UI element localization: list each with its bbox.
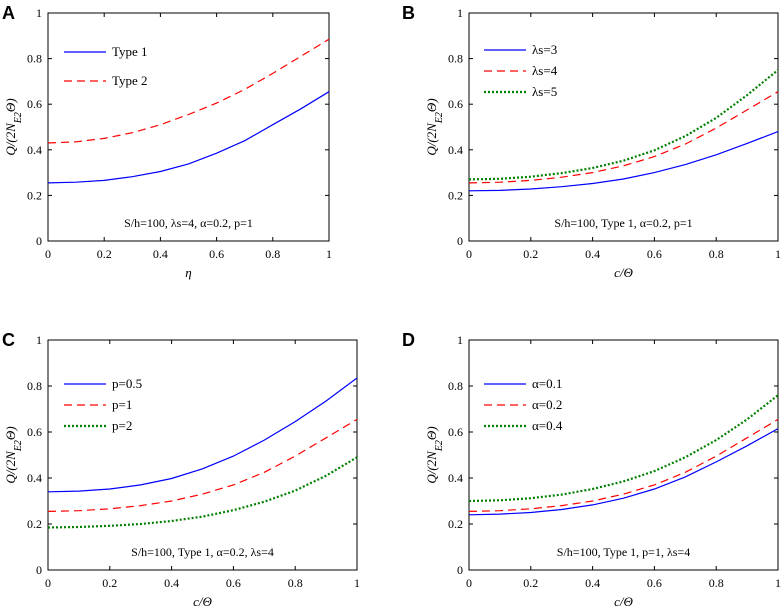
legend-label: α=0.2	[532, 397, 562, 412]
y-tick-label: 0.2	[27, 517, 42, 531]
chart-panel-c: C 0 0.2 0.4 0.6 0.8 1 0 0.2 0.4 0.6 0.8 1 c/Θ Q/(2NE2Θ…	[2, 330, 360, 609]
y-tick-label: 0	[457, 234, 463, 248]
y-tick-label: 0.4	[448, 471, 463, 485]
x-axis-label: η	[185, 265, 191, 280]
x-tick-label: 0.4	[164, 576, 179, 590]
panel-letter: C	[2, 330, 15, 350]
x-tick-label: 1	[326, 247, 332, 261]
x-tick-label: 0	[466, 576, 472, 590]
x-tick-label: 1	[354, 576, 360, 590]
legend-label: α=0.4	[532, 418, 563, 433]
x-tick-label: 0	[45, 576, 51, 590]
x-tick-label: 0.6	[647, 247, 662, 261]
x-tick-label: 0.8	[265, 247, 280, 261]
panel-annotation: S/h=100, Type 1, α=0.2, p=1	[554, 216, 692, 230]
panel-annotation: S/h=100, Type 1, α=0.2, λs=4	[131, 545, 274, 559]
y-tick-label: 0.6	[448, 97, 463, 111]
x-axis-label: c/Θ	[193, 594, 212, 609]
legend-label: α=0.1	[532, 376, 562, 391]
y-tick-label: 0	[36, 234, 42, 248]
legend-label: λs=5	[532, 84, 557, 99]
y-tick-label: 0.2	[27, 188, 42, 202]
legend-label: λs=3	[532, 42, 557, 57]
series-line-3	[468, 394, 779, 503]
x-tick-label: 0.2	[523, 247, 538, 261]
x-tick-label: 0.8	[288, 576, 303, 590]
y-tick-label: 0.6	[27, 97, 42, 111]
x-tick-label: 0	[466, 247, 472, 261]
panel-letter: A	[2, 3, 15, 23]
x-tick-label: 0.4	[585, 576, 600, 590]
y-tick-label: 0	[36, 563, 42, 577]
x-tick-label: 0.6	[209, 247, 224, 261]
series-line-1	[468, 428, 779, 516]
x-tick-label: 0.2	[102, 576, 117, 590]
y-tick-label: 0.4	[27, 471, 42, 485]
x-tick-label: 0	[45, 247, 51, 261]
y-tick-label: 0.4	[448, 143, 463, 157]
x-tick-label: 0.8	[709, 576, 724, 590]
series-line-1	[468, 131, 779, 192]
chart-panel-b: B 0 0.2 0.4 0.6 0.8 1 0 0.2 0.4 0.6 0.8 1 c/Θ Q/(2NE2Θ…	[402, 3, 781, 280]
y-axis-label: Q/(2NE2Θ)	[3, 98, 24, 155]
x-tick-label: 0.6	[226, 576, 241, 590]
axes-frame	[468, 339, 779, 571]
panel-annotation: S/h=100, Type 1, p=1, λs=4	[557, 545, 690, 559]
axes-frame	[47, 12, 330, 242]
y-tick-label: 0.8	[27, 379, 42, 393]
series-line-3	[47, 456, 358, 529]
x-tick-label: 0.2	[523, 576, 538, 590]
x-tick-label: 0.4	[585, 247, 600, 261]
x-tick-label: 0.8	[709, 247, 724, 261]
y-tick-label: 0.6	[448, 425, 463, 439]
y-tick-label: 0.8	[448, 379, 463, 393]
x-tick-label: 0.2	[97, 247, 112, 261]
axes-frame	[47, 339, 358, 571]
y-tick-label: 0.8	[27, 52, 42, 66]
series-line-3	[468, 69, 779, 181]
chart-panel-d: D 0 0.2 0.4 0.6 0.8 1 0 0.2 0.4 0.6 0.8 1 c/Θ Q/(2NE2Θ…	[402, 330, 781, 609]
chart-panel-a: A 0 0.2 0.4 0.6 0.8 1 0 0.2 0.4 0.6 0.8 1 η Q/(2NE2Θ) T…	[2, 3, 332, 280]
y-tick-label: 1	[457, 333, 463, 347]
y-tick-label: 1	[457, 6, 463, 20]
y-tick-label: 1	[36, 333, 42, 347]
y-tick-label: 0.8	[448, 52, 463, 66]
y-axis-label: Q/(2NE2Θ)	[3, 426, 24, 483]
series-line-1	[47, 377, 358, 493]
series-line-2	[47, 38, 330, 144]
y-tick-label: 0.2	[448, 517, 463, 531]
legend-label: Type 2	[112, 73, 148, 88]
y-axis-label: Q/(2NE2Θ)	[424, 98, 445, 155]
x-tick-label: 0.6	[647, 576, 662, 590]
axes-frame	[468, 12, 779, 242]
y-tick-label: 1	[36, 6, 42, 20]
legend-label: λs=4	[532, 63, 558, 78]
y-tick-label: 0.6	[27, 425, 42, 439]
x-tick-label: 1	[775, 247, 781, 261]
series-line-1	[47, 91, 330, 184]
legend-label: Type 1	[112, 44, 148, 59]
panel-letter: B	[402, 3, 415, 23]
legend-box	[477, 37, 575, 111]
panel-letter: D	[402, 330, 415, 350]
legend-label: p=1	[112, 397, 132, 412]
x-tick-label: 0.4	[153, 247, 168, 261]
y-axis-label: Q/(2NE2Θ)	[424, 426, 445, 483]
x-tick-label: 1	[775, 576, 781, 590]
x-axis-label: c/Θ	[614, 594, 633, 609]
y-tick-label: 0	[457, 563, 463, 577]
legend-box	[57, 39, 163, 103]
legend-label: p=0.5	[112, 376, 142, 391]
x-axis-label: c/Θ	[614, 265, 633, 280]
legend-label: p=2	[112, 418, 132, 433]
panel-annotation: S/h=100, λs=4, α=0.2, p=1	[124, 216, 253, 230]
y-tick-label: 0.2	[448, 188, 463, 202]
y-tick-label: 0.4	[27, 143, 42, 157]
